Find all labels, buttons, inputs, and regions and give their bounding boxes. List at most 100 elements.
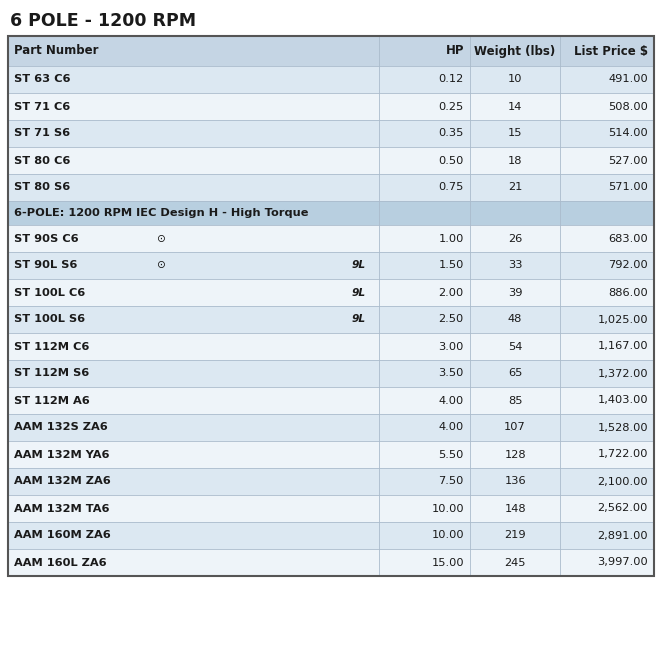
Bar — [8, 66, 654, 93]
Text: ST 112M C6: ST 112M C6 — [14, 341, 89, 352]
Text: 0.75: 0.75 — [438, 183, 464, 192]
Text: 514.00: 514.00 — [608, 129, 648, 138]
Text: 1,025.00: 1,025.00 — [597, 315, 648, 324]
Text: 1,722.00: 1,722.00 — [598, 450, 648, 460]
Text: Weight (lbs): Weight (lbs) — [475, 44, 555, 57]
Text: 5.50: 5.50 — [438, 450, 464, 460]
Bar — [8, 120, 654, 147]
Text: 1,372.00: 1,372.00 — [597, 369, 648, 378]
Text: AAM 132M YA6: AAM 132M YA6 — [14, 450, 109, 460]
Text: 26: 26 — [508, 233, 522, 244]
Text: AAM 132M TA6: AAM 132M TA6 — [14, 504, 109, 514]
Text: AAM 160L ZA6: AAM 160L ZA6 — [14, 558, 107, 567]
Text: ST 80 C6: ST 80 C6 — [14, 155, 70, 166]
Text: List Price $: List Price $ — [574, 44, 648, 57]
Text: ST 112M A6: ST 112M A6 — [14, 395, 90, 406]
Text: 10: 10 — [508, 75, 522, 84]
Text: 491.00: 491.00 — [608, 75, 648, 84]
Text: ST 80 S6: ST 80 S6 — [14, 183, 70, 192]
Text: 1,167.00: 1,167.00 — [597, 341, 648, 352]
Bar — [8, 147, 654, 174]
Bar — [8, 93, 654, 120]
Bar — [8, 279, 654, 306]
Text: 6-POLE: 1200 RPM IEC Design H - High Torque: 6-POLE: 1200 RPM IEC Design H - High Tor… — [14, 208, 308, 218]
Text: 9L: 9L — [352, 287, 365, 298]
Bar — [8, 360, 654, 387]
Text: 4.00: 4.00 — [439, 395, 464, 406]
Bar — [8, 225, 654, 252]
Text: 886.00: 886.00 — [608, 287, 648, 298]
Text: ST 90L S6: ST 90L S6 — [14, 261, 77, 270]
Text: 2.00: 2.00 — [439, 287, 464, 298]
Text: ST 112M S6: ST 112M S6 — [14, 369, 89, 378]
Text: 15: 15 — [508, 129, 522, 138]
Text: 33: 33 — [508, 261, 522, 270]
Bar — [8, 414, 654, 441]
Bar — [8, 468, 654, 495]
Text: 2,100.00: 2,100.00 — [597, 476, 648, 486]
Text: 508.00: 508.00 — [608, 101, 648, 112]
Text: AAM 160M ZA6: AAM 160M ZA6 — [14, 530, 111, 541]
Text: 148: 148 — [504, 504, 526, 514]
Text: 85: 85 — [508, 395, 522, 406]
Text: 2,891.00: 2,891.00 — [597, 530, 648, 541]
Text: ST 71 S6: ST 71 S6 — [14, 129, 70, 138]
Text: 0.25: 0.25 — [439, 101, 464, 112]
Text: 136: 136 — [504, 476, 526, 486]
Text: 14: 14 — [508, 101, 522, 112]
Text: HP: HP — [446, 44, 464, 57]
Text: ST 90S C6: ST 90S C6 — [14, 233, 79, 244]
Text: ⊙: ⊙ — [156, 233, 165, 244]
Text: 0.35: 0.35 — [438, 129, 464, 138]
Text: 3,997.00: 3,997.00 — [597, 558, 648, 567]
Bar — [8, 174, 654, 201]
Text: 48: 48 — [508, 315, 522, 324]
Text: 683.00: 683.00 — [608, 233, 648, 244]
Text: ST 71 C6: ST 71 C6 — [14, 101, 70, 112]
Text: 15.00: 15.00 — [431, 558, 464, 567]
Text: ST 100L S6: ST 100L S6 — [14, 315, 85, 324]
Text: 792.00: 792.00 — [608, 261, 648, 270]
Text: 3.00: 3.00 — [438, 341, 464, 352]
Text: 245: 245 — [504, 558, 526, 567]
Text: 6 POLE - 1200 RPM: 6 POLE - 1200 RPM — [10, 12, 196, 30]
Bar — [8, 201, 654, 225]
Bar — [8, 441, 654, 468]
Text: 10.00: 10.00 — [431, 530, 464, 541]
Text: 571.00: 571.00 — [608, 183, 648, 192]
Bar — [8, 549, 654, 576]
Bar — [8, 387, 654, 414]
Text: 128: 128 — [504, 450, 526, 460]
Text: 9L: 9L — [352, 315, 365, 324]
Text: 2.50: 2.50 — [439, 315, 464, 324]
Text: 219: 219 — [504, 530, 526, 541]
Bar — [8, 333, 654, 360]
Bar — [8, 495, 654, 522]
Text: 21: 21 — [508, 183, 522, 192]
Text: Part Number: Part Number — [14, 44, 99, 57]
Text: 4.00: 4.00 — [439, 422, 464, 432]
Text: 107: 107 — [504, 422, 526, 432]
Text: 65: 65 — [508, 369, 522, 378]
Text: 527.00: 527.00 — [608, 155, 648, 166]
Text: 10.00: 10.00 — [431, 504, 464, 514]
Text: 3.50: 3.50 — [438, 369, 464, 378]
Text: 1,403.00: 1,403.00 — [597, 395, 648, 406]
Text: 1,528.00: 1,528.00 — [597, 422, 648, 432]
Text: 1.50: 1.50 — [438, 261, 464, 270]
Bar — [8, 36, 654, 66]
Text: 7.50: 7.50 — [438, 476, 464, 486]
Text: ST 63 C6: ST 63 C6 — [14, 75, 70, 84]
Text: AAM 132S ZA6: AAM 132S ZA6 — [14, 422, 108, 432]
Bar — [8, 36, 654, 576]
Text: 1.00: 1.00 — [438, 233, 464, 244]
Bar — [8, 306, 654, 333]
Text: 18: 18 — [508, 155, 522, 166]
Text: 0.12: 0.12 — [439, 75, 464, 84]
Bar — [8, 522, 654, 549]
Text: AAM 132M ZA6: AAM 132M ZA6 — [14, 476, 111, 486]
Bar — [8, 252, 654, 279]
Text: ⊙: ⊙ — [156, 261, 165, 270]
Text: ST 100L C6: ST 100L C6 — [14, 287, 85, 298]
Text: 9L: 9L — [352, 261, 365, 270]
